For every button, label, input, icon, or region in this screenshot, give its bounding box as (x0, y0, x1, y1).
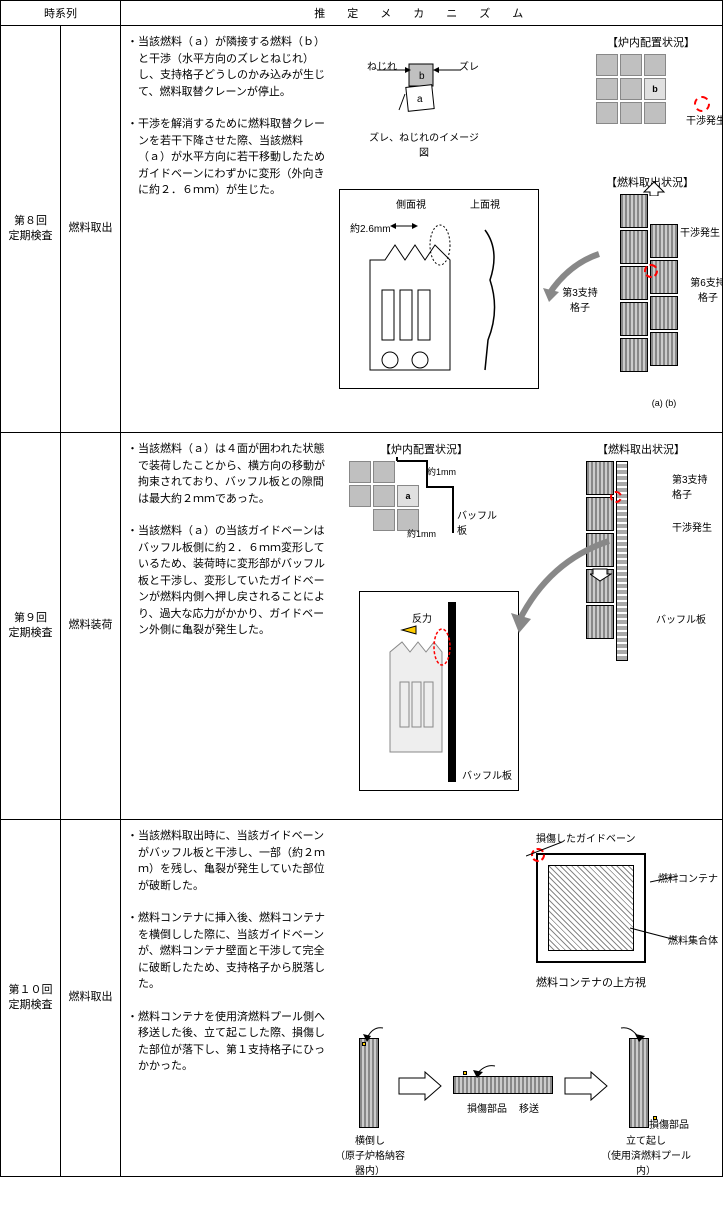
bullet-9-2: ・当該燃料（ａ）の当該ガイドベーンはバッフル板側に約２．６ｍｍ変形しているため、… (127, 523, 327, 639)
leader-3-icon (526, 842, 566, 862)
detail-sketch-8-icon (340, 190, 540, 390)
assembly-vertical-1-icon (359, 1038, 379, 1128)
fall-arrow-1-icon (355, 1024, 395, 1044)
support6-label: 第6支持格子 (688, 274, 723, 304)
leader-2-icon (630, 926, 680, 946)
fall-arrow-3-icon (611, 1024, 651, 1044)
interference-label-9: 干渉発生 (672, 519, 712, 534)
mechanism-9: ・当該燃料（ａ）は４面が囲われた状態で装荷したことから、横方向の移動が拘束されて… (121, 433, 723, 820)
baffle-label-9b: バッフル板 (656, 611, 706, 626)
fall-arrow-2-icon (471, 1062, 501, 1078)
bullet-10-1: ・当該燃料取出時に、当該ガイドベーンがバッフル板と干渉し、一部（約２ｍｍ）を残し… (127, 828, 327, 894)
svg-text:a: a (417, 94, 423, 105)
interference-circle-icon (694, 96, 710, 112)
row-inspection-10: 第１０回 定期検査 燃料取出 ・当該燃料取出時に、当該ガイドベーンがバッフル板と… (1, 820, 723, 1177)
row-inspection-8: 第８回 定期検査 燃料取出 ・当該燃料（ａ）が隣接する燃料（ｂ）と干渉（水平方向… (1, 26, 723, 433)
interference-label-8: 干渉発生 (686, 112, 723, 127)
damaged-part-label-2: 損傷部品 (649, 1116, 689, 1131)
mechanism-table: 時系列 推 定 メ カ ニ ズ ム 第８回 定期検査 燃料取出 ・当該燃料（ａ）… (0, 0, 723, 1177)
curve-arrow-9-icon (509, 531, 619, 641)
assembly-horizontal-icon (453, 1076, 553, 1094)
leader-1-icon (650, 874, 680, 890)
layout-title-8: 【炉内配置状況】 (596, 34, 706, 50)
detail-sketch-9-icon (360, 592, 520, 792)
inspection-8-label: 第８回 定期検査 (1, 26, 61, 433)
bullet-10-3: ・燃料コンテナを使用済燃料プール側へ移送した後、立て起こした際、損傷した部位が落… (127, 1009, 327, 1075)
event-10-label: 燃料取出 (61, 820, 121, 1177)
shift-label: ズレ (459, 58, 479, 73)
support3-label-9: 第3支持格子 (672, 471, 712, 501)
bullet-9-1: ・当該燃料（ａ）は４面が囲われた状態で装荷したことから、横方向の移動が拘束されて… (127, 441, 327, 507)
bullet-8-2: ・干渉を解消するために燃料取替クレーンを若干下降させた際、当該燃料（ａ）が水平方… (127, 116, 327, 199)
header-mechanism: 推 定 メ カ ニ ズ ム (121, 1, 723, 26)
baffle-label-9c: バッフル板 (462, 767, 512, 782)
interference-circle-9-icon (610, 491, 622, 503)
row-inspection-9: 第９回 定期検査 燃料装荷 ・当該燃料（ａ）は４面が囲われた状態で装荷したことか… (1, 433, 723, 820)
big-arrow-2-icon (561, 1068, 611, 1104)
curve-arrow-8-icon (539, 244, 609, 304)
inspection-9-label: 第９回 定期検査 (1, 433, 61, 820)
twist-label: ねじれ (367, 58, 397, 73)
event-8-label: 燃料取出 (61, 26, 121, 433)
damaged-chip-1-icon (362, 1042, 366, 1046)
baffle-label-9a: バッフル板 (457, 507, 499, 537)
event-9-label: 燃料装荷 (61, 433, 121, 820)
header-row: 時系列 推 定 メ カ ニ ズ ム (1, 1, 723, 26)
ab-caption: (a) (b) (618, 398, 710, 408)
mechanism-10: ・当該燃料取出時に、当該ガイドベーンがバッフル板と干渉し、一部（約２ｍｍ）を残し… (121, 820, 723, 1177)
twist-caption: ズレ、ねじれのイメージ図 (369, 129, 479, 159)
layout-title-9: 【炉内配置状況】 (349, 441, 499, 457)
damaged-chip-2-icon (463, 1071, 467, 1075)
svg-text:b: b (419, 71, 425, 82)
bullet-10-2: ・燃料コンテナに挿入後、燃料コンテナを横倒しした際に、当該ガイドベーンが、燃料コ… (127, 910, 327, 993)
big-arrow-1-icon (395, 1068, 445, 1104)
interference-circle2-icon (644, 264, 658, 278)
standup-label: 立て起し （使用済燃料プール内） (601, 1132, 691, 1177)
gap2-label: 約1mm (407, 527, 436, 540)
mechanism-8: ・当該燃料（ａ）が隣接する燃料（ｂ）と干渉（水平方向のズレとねじれ）し、支持格子… (121, 26, 723, 433)
hatched-assembly-icon (548, 865, 634, 951)
interference-label-8b: 干渉発生 (680, 224, 720, 239)
assembly-vertical-2-icon (629, 1038, 649, 1128)
gap1-label: 約1mm (427, 465, 456, 478)
header-time: 時系列 (1, 1, 121, 26)
damaged-part-label-1: 損傷部品 (467, 1100, 507, 1115)
container-top-caption: 燃料コンテナの上方視 (506, 974, 676, 990)
transfer-label: 移送 (519, 1100, 539, 1115)
toppled-label: 横倒し （原子炉格納容器内） (335, 1132, 405, 1177)
bullet-8-1: ・当該燃料（ａ）が隣接する燃料（ｂ）と干渉（水平方向のズレとねじれ）し、支持格子… (127, 34, 327, 100)
removal-title-9: 【燃料取出状況】 (576, 441, 706, 457)
inspection-10-label: 第１０回 定期検査 (1, 820, 61, 1177)
